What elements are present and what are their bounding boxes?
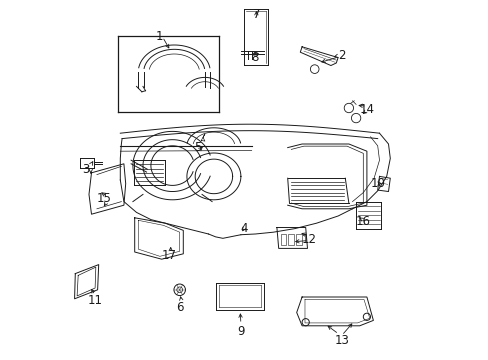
Bar [288,234,294,245]
Bar [296,234,302,245]
Text: 7: 7 [253,8,260,21]
Text: 14: 14 [359,103,374,116]
Text: 8: 8 [251,51,259,64]
Text: 13: 13 [334,334,348,347]
Bar [280,234,285,245]
Text: 3: 3 [82,163,90,176]
Text: 17: 17 [161,249,176,262]
Text: 5: 5 [194,141,201,154]
Text: 15: 15 [97,192,111,204]
Text: 16: 16 [355,215,370,228]
Text: 4: 4 [240,222,248,235]
Text: 2: 2 [337,49,345,62]
Text: 10: 10 [369,177,385,190]
Text: 9: 9 [237,325,244,338]
Text: 1: 1 [156,30,163,42]
Text: 6: 6 [176,301,183,314]
Text: 11: 11 [87,294,102,307]
Text: 12: 12 [301,233,316,246]
